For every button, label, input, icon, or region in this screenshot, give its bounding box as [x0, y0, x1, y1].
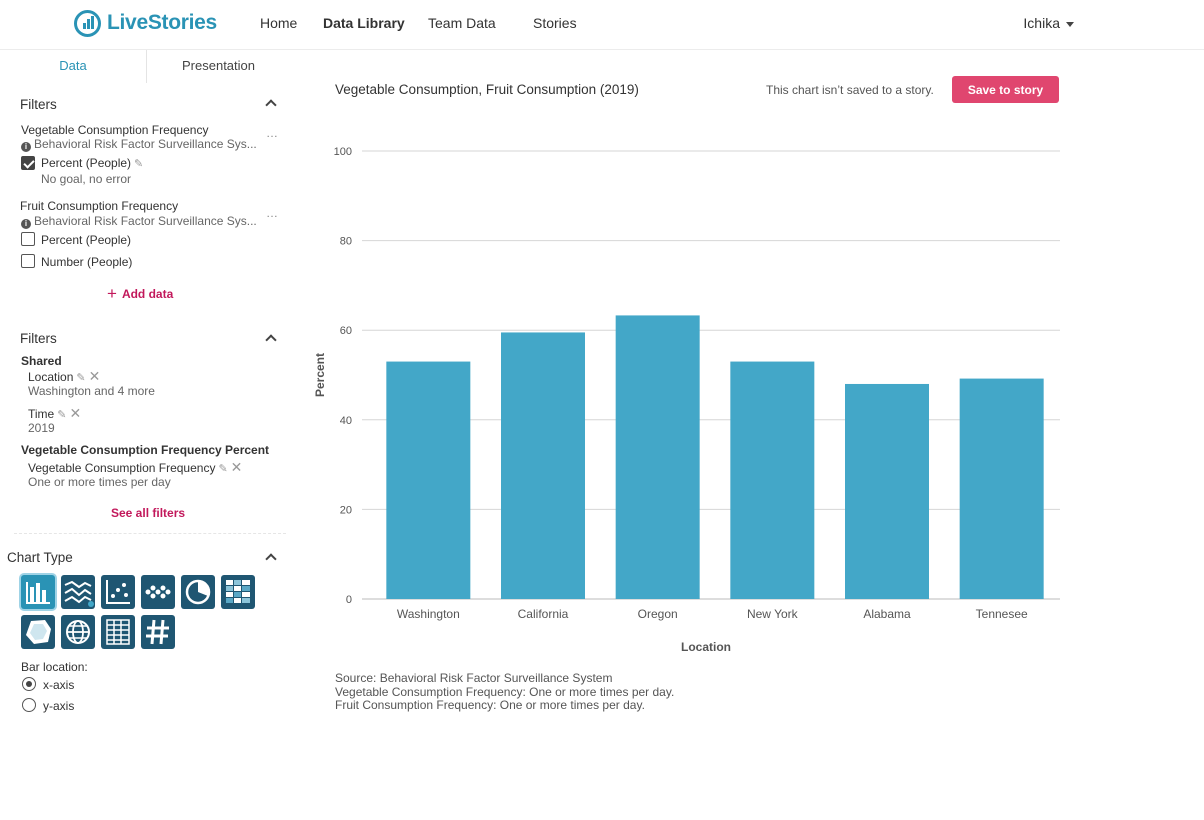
bar	[959, 378, 1044, 599]
chevron-up-icon[interactable]	[265, 334, 277, 346]
dataset-source-vegetable: i Behavioral Risk Factor Surveillance Sys…	[21, 137, 257, 152]
filter-location-value: Washington and 4 more	[28, 384, 155, 398]
filter-time-value: 2019	[28, 421, 55, 435]
save-to-story-button[interactable]: Save to story	[952, 76, 1059, 103]
fruit-number-option: Number (People)	[41, 255, 133, 269]
panel-tabs: Data Presentation	[0, 50, 290, 83]
filter-location: Location ✎ ✕	[28, 368, 101, 384]
x-tick-label: Alabama	[863, 607, 911, 621]
y-axis-label: Percent	[313, 353, 327, 397]
user-menu[interactable]: Ichika	[1023, 15, 1074, 31]
filter-vegetable-value: One or more times per day	[28, 475, 171, 489]
checkbox-vegetable-percent[interactable]	[21, 156, 35, 170]
x-axis-option: x-axis	[43, 678, 75, 692]
radio-y-axis[interactable]	[22, 698, 36, 712]
x-tick-label: New York	[747, 607, 799, 621]
checkbox-fruit-percent[interactable]	[21, 232, 35, 246]
heatmap-icon[interactable]	[221, 575, 255, 609]
more-options-vegetable[interactable]: …	[266, 126, 279, 140]
nav-data-library[interactable]: Data Library	[323, 15, 405, 31]
y-tick-label: 100	[334, 146, 352, 158]
vegetable-percent-note: No goal, no error	[41, 172, 132, 186]
filter-vegetable-frequency: Vegetable Consumption Frequency ✎ ✕	[28, 459, 243, 475]
checkbox-fruit-number[interactable]	[21, 254, 35, 268]
y-tick-label: 20	[340, 504, 352, 516]
pencil-icon[interactable]: ✎	[76, 372, 86, 384]
pencil-icon[interactable]: ✎	[57, 409, 67, 421]
source-line-1: Source: Behavioral Risk Factor Surveilla…	[335, 671, 613, 685]
tab-data[interactable]: Data	[59, 58, 87, 73]
pencil-icon[interactable]: ✎	[134, 158, 144, 170]
chevron-up-icon[interactable]	[265, 99, 277, 111]
chevron-down-icon	[1066, 22, 1074, 27]
bar	[615, 315, 700, 599]
section-divider	[14, 533, 286, 534]
y-tick-label: 60	[340, 325, 352, 337]
dataset-source-fruit: i Behavioral Risk Factor Surveillance Sys…	[21, 214, 257, 229]
table-icon[interactable]	[101, 615, 135, 649]
top-nav: LiveStories Home Data Library Team Data …	[0, 0, 1204, 50]
line-chart-icon[interactable]	[61, 575, 95, 609]
nav-team-data[interactable]: Team Data	[428, 15, 496, 31]
source-line-2: Vegetable Consumption Frequency: One or …	[335, 685, 675, 699]
y-axis-option: y-axis	[43, 699, 75, 713]
filters-heading: Filters	[20, 97, 57, 112]
filter-time: Time ✎ ✕	[28, 405, 82, 421]
vegetable-filter-heading: Vegetable Consumption Frequency Percent	[21, 443, 270, 457]
close-icon[interactable]: ✕	[230, 459, 243, 475]
close-icon[interactable]: ✕	[69, 405, 82, 421]
radio-x-axis[interactable]	[22, 677, 36, 691]
nav-home[interactable]: Home	[260, 15, 298, 31]
bar-chart-icon[interactable]	[21, 575, 55, 609]
bar-chart: 0 20 40 60 80 100 Washington California Oregon Ne…	[313, 146, 1060, 654]
tab-presentation[interactable]: Presentation	[146, 50, 290, 83]
scatter-chart-icon[interactable]	[101, 575, 135, 609]
chart-title: Vegetable Consumption, Fruit Consumption…	[335, 82, 639, 97]
close-icon[interactable]: ✕	[88, 368, 101, 384]
dot-plot-icon[interactable]	[141, 575, 175, 609]
info-icon: i	[21, 219, 31, 229]
fruit-percent-option: Percent (People)	[41, 233, 132, 247]
pencil-icon[interactable]: ✎	[218, 463, 228, 475]
y-tick-label: 40	[340, 415, 352, 427]
brand-logo[interactable]: LiveStories	[74, 9, 217, 37]
x-tick-label: California	[518, 607, 569, 621]
user-name: Ichika	[1023, 15, 1060, 31]
chevron-up-icon[interactable]	[265, 553, 277, 565]
bar	[501, 332, 585, 599]
bar	[730, 361, 815, 599]
pie-chart-icon[interactable]	[181, 575, 215, 609]
brand-name: LiveStories	[107, 11, 217, 34]
save-status-note: This chart isn’t saved to a story.	[766, 83, 934, 97]
dataset-title-vegetable: Vegetable Consumption Frequency	[21, 123, 209, 137]
nav-stories[interactable]: Stories	[533, 15, 577, 31]
chart-type-heading: Chart Type	[7, 550, 73, 565]
y-tick-label: 0	[346, 594, 352, 606]
plus-icon: +	[107, 284, 117, 303]
shared-filters-label: Shared	[21, 354, 62, 368]
logo-icon	[74, 9, 101, 37]
x-tick-label: Washington	[397, 607, 460, 621]
info-icon: i	[21, 142, 31, 152]
x-tick-label: Oregon	[638, 607, 678, 621]
bar	[386, 361, 471, 599]
bar-location-label: Bar location:	[21, 660, 88, 674]
vegetable-percent-option: Percent (People) ✎	[41, 156, 144, 170]
x-tick-label: Tennesee	[976, 607, 1028, 621]
bar	[845, 383, 929, 599]
filters-heading-2: Filters	[20, 331, 57, 346]
x-axis-label: Location	[681, 640, 731, 654]
see-all-filters-link[interactable]: See all filters	[111, 506, 186, 520]
add-data-button[interactable]: + Add data	[107, 284, 174, 303]
number-icon[interactable]	[141, 615, 175, 649]
source-line-3: Fruit Consumption Frequency: One or more…	[335, 698, 645, 712]
globe-map-icon[interactable]	[61, 615, 95, 649]
shape-map-icon[interactable]	[21, 615, 55, 649]
y-tick-label: 80	[340, 236, 352, 248]
more-options-fruit[interactable]: …	[266, 206, 279, 220]
dataset-title-fruit: Fruit Consumption Frequency	[20, 199, 179, 213]
